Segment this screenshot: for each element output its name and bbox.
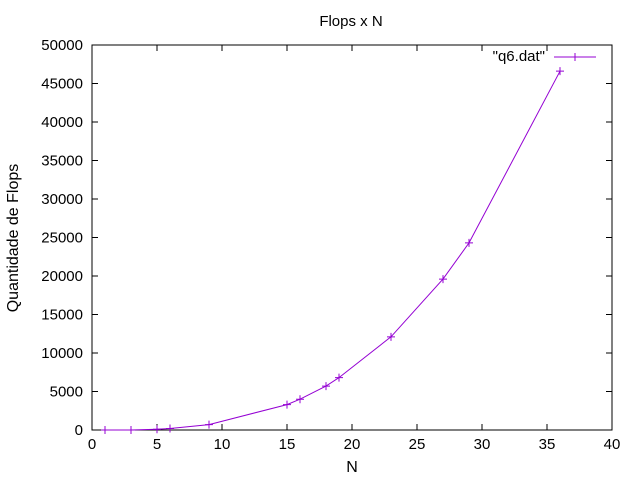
data-point <box>387 332 395 341</box>
data-point <box>465 238 473 247</box>
y-tick-label: 45000 <box>41 76 83 93</box>
x-tick-label: 30 <box>474 436 491 453</box>
x-axis-label: N <box>346 459 358 476</box>
y-tick-label: 25000 <box>41 230 83 247</box>
data-point <box>166 424 174 433</box>
data-point <box>556 67 564 76</box>
y-tick-label: 0 <box>75 422 83 439</box>
x-tick-label: 40 <box>604 436 621 453</box>
x-tick-label: 5 <box>153 436 161 453</box>
y-tick-label: 15000 <box>41 307 83 324</box>
x-tick-label: 35 <box>539 436 556 453</box>
data-point <box>439 275 447 284</box>
x-tick-label: 20 <box>344 436 361 453</box>
y-axis-label: Quantidade de Flops <box>5 164 22 313</box>
y-tick-label: 40000 <box>41 114 83 131</box>
y-tick-label: 10000 <box>41 345 83 362</box>
y-axis-ticks: 0 5000 10000 15000 20000 25000 30000 35000 40000… <box>41 37 612 439</box>
data-point <box>153 425 161 434</box>
data-point <box>101 426 109 434</box>
series-group <box>101 67 564 434</box>
data-point <box>127 426 135 434</box>
y-tick-label: 30000 <box>41 191 83 208</box>
data-point <box>283 400 291 409</box>
y-tick-label: 5000 <box>50 384 83 401</box>
data-point <box>205 420 213 429</box>
legend-label: "q6.dat" <box>493 48 545 65</box>
x-tick-label: 10 <box>214 436 231 453</box>
legend-marker <box>571 53 579 61</box>
x-axis-ticks: 0 5 10 15 20 25 30 35 40 <box>88 45 621 453</box>
data-point <box>322 382 330 391</box>
data-point <box>335 373 343 382</box>
x-tick-label: 25 <box>409 436 426 453</box>
chart-title: Flops x N <box>319 13 382 30</box>
x-tick-label: 0 <box>88 436 96 453</box>
y-tick-label: 50000 <box>41 37 83 54</box>
plot-border <box>91 44 613 431</box>
y-tick-label: 20000 <box>41 268 83 285</box>
x-tick-label: 15 <box>279 436 296 453</box>
data-point <box>296 395 304 404</box>
series-line <box>105 70 561 431</box>
y-tick-label: 35000 <box>41 153 83 170</box>
legend: "q6.dat" <box>493 48 596 65</box>
